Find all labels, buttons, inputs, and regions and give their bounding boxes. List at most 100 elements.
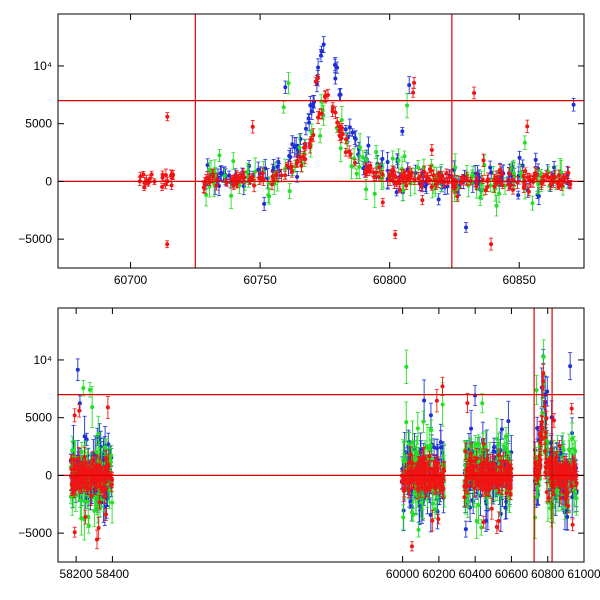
y-tick-label: 0 bbox=[45, 174, 52, 188]
data-point bbox=[303, 126, 308, 131]
data-point bbox=[79, 449, 84, 454]
data-point bbox=[283, 85, 288, 90]
data-point bbox=[86, 523, 91, 528]
data-point bbox=[207, 176, 212, 181]
data-point bbox=[431, 173, 436, 178]
data-point bbox=[418, 174, 423, 179]
data-point bbox=[428, 413, 433, 418]
data-point bbox=[205, 163, 210, 168]
data-point bbox=[503, 434, 508, 439]
data-point bbox=[374, 149, 379, 154]
data-point bbox=[165, 242, 170, 247]
bottom-panel: 58200 58400 60000 60200 60400 60600 60800 61000… bbox=[18, 307, 600, 581]
data-point bbox=[325, 93, 330, 98]
data-point bbox=[75, 367, 80, 372]
data-point bbox=[419, 500, 424, 505]
data-point bbox=[428, 443, 433, 448]
data-point bbox=[402, 154, 407, 159]
data-point bbox=[343, 150, 348, 155]
data-point bbox=[337, 133, 342, 138]
data-point bbox=[539, 181, 544, 186]
data-point bbox=[401, 459, 406, 464]
data-point bbox=[455, 194, 460, 199]
data-point bbox=[523, 169, 528, 174]
data-point bbox=[377, 165, 382, 170]
data-point bbox=[287, 189, 292, 194]
data-point bbox=[367, 166, 372, 171]
data-point bbox=[489, 170, 494, 175]
data-point bbox=[404, 364, 409, 369]
data-point bbox=[562, 505, 567, 510]
data-point bbox=[478, 195, 483, 200]
data-point bbox=[307, 141, 312, 146]
data-point bbox=[390, 156, 395, 161]
data-point bbox=[347, 125, 352, 130]
data-point bbox=[510, 187, 515, 192]
data-point bbox=[358, 145, 363, 150]
data-point bbox=[472, 90, 477, 95]
data-point bbox=[338, 146, 343, 151]
data-point bbox=[522, 183, 527, 188]
data-point bbox=[438, 440, 443, 445]
data-point bbox=[271, 165, 276, 170]
data-point bbox=[169, 183, 174, 188]
data-point bbox=[552, 165, 557, 170]
data-point bbox=[372, 175, 377, 180]
data-point bbox=[400, 129, 405, 134]
data-point bbox=[474, 176, 479, 181]
data-point bbox=[92, 508, 97, 513]
series-green bbox=[68, 339, 579, 541]
data-point bbox=[522, 140, 527, 145]
data-point bbox=[354, 171, 359, 176]
data-point bbox=[474, 518, 479, 523]
data-point bbox=[357, 164, 362, 169]
data-point bbox=[250, 124, 255, 129]
data-point bbox=[534, 173, 539, 178]
data-point bbox=[241, 184, 246, 189]
data-point bbox=[407, 83, 412, 88]
data-point bbox=[283, 166, 288, 171]
data-point bbox=[401, 176, 406, 181]
data-point bbox=[337, 92, 342, 97]
data-point bbox=[279, 173, 284, 178]
data-point bbox=[94, 449, 99, 454]
series-red bbox=[137, 74, 573, 251]
data-point bbox=[494, 175, 499, 180]
data-point bbox=[281, 105, 286, 110]
data-point bbox=[486, 177, 491, 182]
data-point bbox=[333, 110, 338, 115]
data-point bbox=[408, 181, 413, 186]
data-point bbox=[425, 444, 430, 449]
data-point bbox=[353, 160, 358, 165]
data-point bbox=[517, 155, 522, 160]
data-point bbox=[87, 387, 92, 392]
data-point bbox=[483, 444, 488, 449]
data-point bbox=[339, 118, 344, 123]
data-point bbox=[571, 102, 576, 107]
series-blue bbox=[68, 348, 579, 538]
data-point bbox=[468, 444, 473, 449]
data-point bbox=[463, 527, 468, 532]
data-point bbox=[432, 445, 437, 450]
data-point bbox=[230, 182, 235, 187]
data-point bbox=[464, 225, 469, 230]
data-point bbox=[82, 434, 87, 439]
data-point bbox=[570, 436, 575, 441]
data-point bbox=[380, 156, 385, 161]
data-point bbox=[414, 449, 419, 454]
data-point bbox=[82, 499, 87, 504]
data-point bbox=[425, 175, 430, 180]
data-point bbox=[412, 177, 417, 182]
data-point bbox=[313, 79, 318, 84]
data-point bbox=[405, 103, 410, 108]
data-point bbox=[416, 527, 421, 532]
data-point bbox=[499, 427, 504, 432]
data-point bbox=[503, 505, 508, 510]
data-point bbox=[95, 503, 100, 508]
data-point bbox=[318, 133, 323, 138]
data-point bbox=[436, 171, 441, 176]
data-point bbox=[497, 191, 502, 196]
data-point bbox=[570, 495, 575, 500]
data-point bbox=[210, 174, 215, 179]
data-point bbox=[473, 441, 478, 446]
